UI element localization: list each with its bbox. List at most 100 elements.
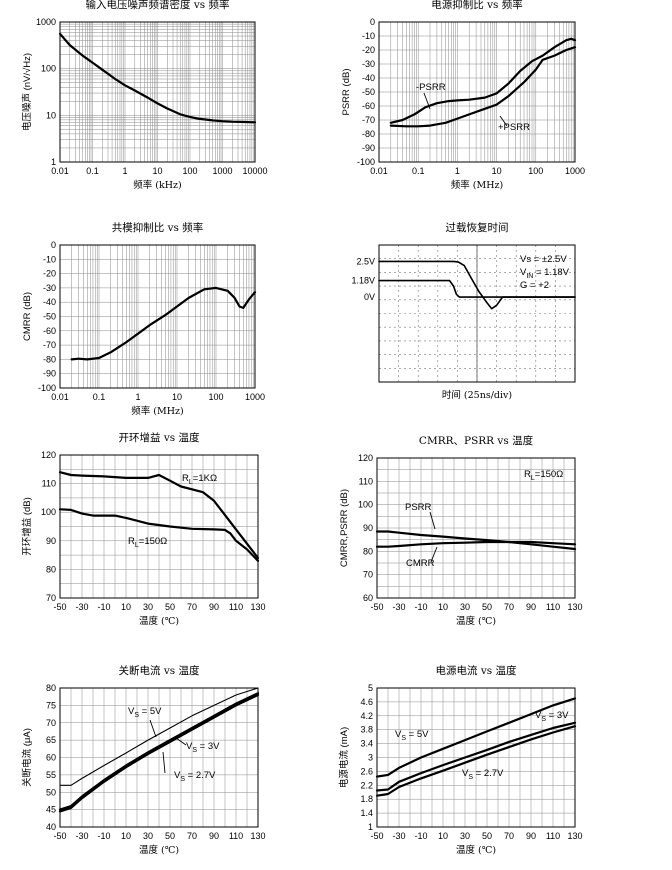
- chart-title: CMRR、PSRR vs 温度: [419, 434, 534, 447]
- chart-cmrrpsrr: -50 -30 -10 10 30 50 70 90 110 130 60 70 80 90 100 110 1…: [339, 434, 583, 627]
- x-tick-label: 10000: [242, 166, 267, 176]
- x-tick-label: 10: [121, 602, 131, 612]
- x-tick-label: 90: [209, 831, 219, 841]
- y-tick-label: 0: [370, 17, 375, 27]
- annotation-label: -PSRR: [416, 82, 446, 93]
- series-line-1: [378, 279, 576, 298]
- y-tick-label: 2.6: [360, 766, 373, 776]
- plot-frame: [378, 21, 576, 163]
- x-tick-label: 110: [229, 831, 243, 841]
- y-tick-label: -80: [362, 129, 375, 139]
- y-tick-label: 50: [46, 787, 56, 797]
- y-tick-label: 1.8: [360, 794, 373, 804]
- grid-overload: [379, 245, 575, 382]
- x-tick-label: 1000: [565, 166, 585, 176]
- y-tick-label: -30: [362, 59, 375, 69]
- plot-frame: [59, 454, 259, 599]
- annotation-label: RL=150Ω: [524, 469, 563, 482]
- y-axis-label: 关断电流 (μA): [21, 728, 33, 787]
- x-tick-label: 30: [143, 831, 153, 841]
- y-tick-label: 1: [368, 822, 373, 832]
- series-line--psrr: [389, 46, 577, 128]
- x-tick-label: -50: [370, 602, 383, 612]
- x-tick-label: 10: [172, 392, 182, 402]
- y-axis-label: CMRR (dB): [22, 292, 33, 341]
- x-tick-label: 1: [455, 166, 460, 176]
- y-tick-label: -40: [43, 297, 56, 307]
- chart-title: 过载恢复时间: [446, 221, 509, 234]
- leader-line: [175, 737, 187, 746]
- x-tick-label: 90: [209, 602, 219, 612]
- y-tick-label: -100: [357, 157, 375, 167]
- series-line-cmrr: [375, 540, 577, 548]
- y-tick-label: 120: [358, 453, 373, 463]
- y-tick-label: 1.18V: [351, 276, 375, 286]
- y-tick-label: -50: [362, 87, 375, 97]
- y-tick-label: 90: [46, 536, 56, 546]
- chart-title: 电源抑制比 vs 频率: [431, 0, 523, 11]
- y-tick-label: -30: [43, 283, 56, 293]
- plot-frame: [59, 21, 256, 163]
- series-line-0: [70, 286, 257, 361]
- y-tick-label: 10: [46, 110, 56, 120]
- x-tick-label: 110: [546, 831, 560, 841]
- plot-frame: [378, 244, 576, 383]
- series-line-0: [378, 260, 576, 310]
- x-tick-label: -50: [370, 831, 383, 841]
- series-line-vs-5v: [59, 687, 259, 786]
- annotation-label: VS = 3V: [535, 710, 569, 723]
- x-tick-label: 30: [143, 602, 153, 612]
- x-tick-label: -30: [392, 602, 405, 612]
- chart-psrr: 0.01 0.1 1 10 100 1000 0 -10 -20 -30 -40 -50 -60 -70 -…: [341, 0, 585, 191]
- y-axis-label: 电源电流 (mA): [338, 727, 350, 788]
- x-tick-label: -10: [97, 831, 110, 841]
- x-tick-label: 0.01: [51, 166, 69, 176]
- y-tick-label: -70: [43, 340, 56, 350]
- x-tick-label: 10: [492, 166, 502, 176]
- x-axis-label: 频率 (MHz): [131, 405, 183, 417]
- chart-shutdown: -50 -30 -10 10 30 50 70 90 110 130 40 45 50 55 60 65 70 7…: [21, 664, 266, 856]
- annotation-label: VS = 5V: [128, 706, 162, 719]
- x-tick-label: -10: [414, 831, 427, 841]
- series-line-rl-150-: [58, 508, 260, 562]
- x-tick-label: 50: [165, 602, 175, 612]
- y-tick-label: -60: [362, 101, 375, 111]
- y-tick-label: 70: [363, 570, 373, 580]
- x-tick-label: 1: [122, 166, 127, 176]
- x-axis-label: 时间 (25ns/div): [442, 389, 512, 401]
- y-tick-label: 4.2: [360, 711, 373, 721]
- y-tick-label: 80: [363, 546, 373, 556]
- chart-title: 开环增益 vs 温度: [119, 431, 200, 444]
- y-tick-label: 80: [46, 564, 56, 574]
- series-line-0: [58, 32, 257, 124]
- y-tick-label: -40: [362, 73, 375, 83]
- y-tick-label: 70: [46, 718, 56, 728]
- x-tick-label: -10: [97, 602, 110, 612]
- x-tick-label: 110: [229, 602, 243, 612]
- x-tick-label: 70: [504, 602, 514, 612]
- annotation-label: PSRR: [405, 502, 432, 513]
- leader-line: [423, 92, 431, 110]
- x-tick-label: 10: [438, 831, 448, 841]
- y-tick-label: -60: [43, 326, 56, 336]
- plot-frame: [376, 457, 576, 599]
- x-tick-label: 0.1: [412, 166, 425, 176]
- series-line-vs-2-7v: [375, 725, 577, 797]
- annotation-label: RL=1KΩ: [182, 473, 217, 486]
- leader-line: [429, 511, 436, 530]
- x-tick-label: 100: [182, 166, 197, 176]
- series-line-psrr: [375, 530, 577, 551]
- chart-supply: -50 -30 -10 10 30 50 70 90 110 130 1 1.4 1.8 2.2 2.6 3 3…: [338, 664, 583, 856]
- chart-olgain: -50 -30 -10 10 30 50 70 90 110 130 70 80 90 100 110 120…: [21, 431, 266, 627]
- chart-title: 输入电压噪声频谱密度 vs 频率: [86, 0, 230, 11]
- annotation-label: +PSRR: [498, 122, 530, 133]
- series-line-vs-3v: [58, 692, 260, 811]
- x-tick-label: 10: [152, 166, 162, 176]
- y-tick-label: 80: [46, 683, 56, 693]
- x-tick-label: 90: [526, 831, 536, 841]
- y-tick-label: 3.4: [360, 739, 373, 749]
- chart-title: 关断电流 vs 温度: [119, 664, 200, 677]
- x-tick-label: 10: [121, 831, 131, 841]
- x-tick-label: 100: [208, 392, 223, 402]
- x-tick-label: 30: [460, 831, 470, 841]
